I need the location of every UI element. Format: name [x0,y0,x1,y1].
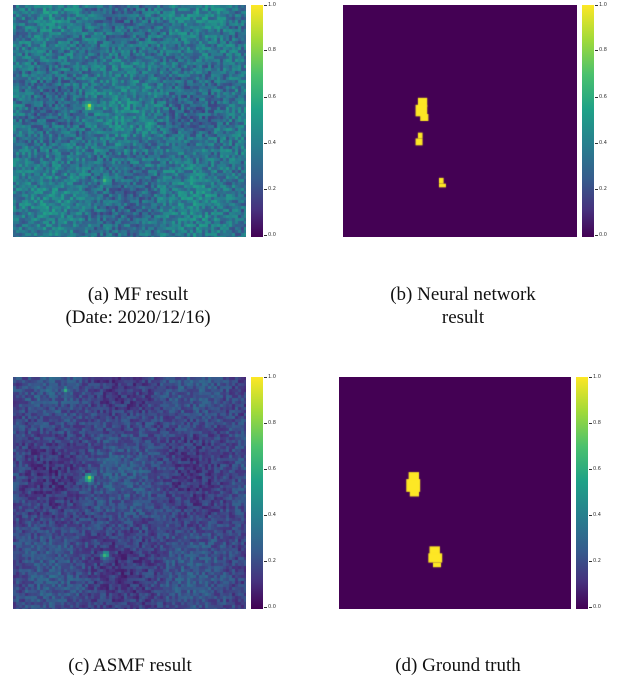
colorbar-c [251,377,263,609]
tick-label: 0.0 [589,604,601,610]
tick-label: 0.6 [595,94,607,100]
tick-label: 0.6 [264,94,276,100]
tick-label: 0.8 [589,420,601,426]
tick-label: 0.2 [264,186,276,192]
tick-label: 0.4 [264,512,276,518]
caption-d: (d) Ground truth [348,654,568,677]
asmf-result-heatmap [13,377,246,609]
tick-label: 1.0 [589,374,601,380]
caption-line: (a) MF result [87,284,189,305]
caption-a: (a) MF result (Date: 2020/12/16) [28,283,248,329]
tick-label: 0.0 [264,604,276,610]
tick-label: 1.0 [264,2,276,8]
colorbar-d [576,377,588,609]
tick-label: 0.0 [595,232,607,238]
caption-line: (d) Ground truth [395,655,521,676]
neural-network-result-map [343,5,577,237]
tick-label: 0.4 [595,140,607,146]
tick-label: 0.0 [264,232,276,238]
tick-label: 1.0 [264,374,276,380]
caption-c: (c) ASMF result [20,654,240,677]
tick-label: 0.2 [589,558,601,564]
caption-line: (Date: 2020/12/16) [65,307,211,328]
caption-b: (b) Neural network result [353,283,573,329]
tick-label: 0.6 [589,466,601,472]
tick-label: 1.0 [595,2,607,8]
caption-line: (c) ASMF result [68,655,192,676]
colorbar-b [582,5,594,237]
mf-result-heatmap [13,5,246,237]
caption-line: (b) Neural network [390,284,536,305]
tick-label: 0.4 [264,140,276,146]
tick-label: 0.8 [264,47,276,53]
colorbar-a [251,5,263,237]
tick-label: 0.8 [595,47,607,53]
tick-label: 0.4 [589,512,601,518]
tick-label: 0.8 [264,420,276,426]
caption-line: result [441,307,485,328]
tick-label: 0.2 [264,558,276,564]
tick-label: 0.6 [264,466,276,472]
tick-label: 0.2 [595,186,607,192]
ground-truth-map [339,377,571,609]
